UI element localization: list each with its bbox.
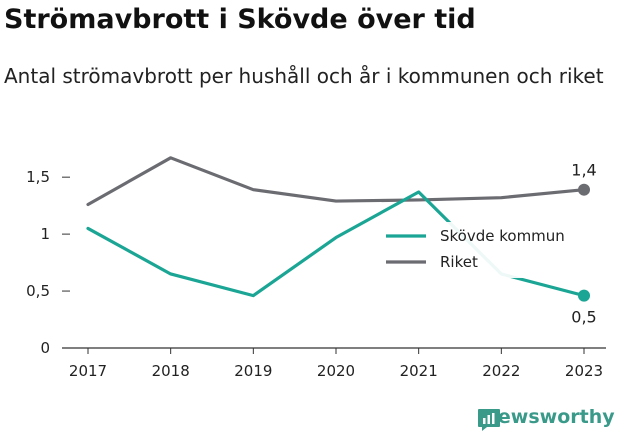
x-tick-label: 2018	[152, 362, 190, 380]
end-value-label: 1,4	[571, 161, 596, 180]
x-tick-label: 2017	[69, 362, 107, 380]
legend-label: Skövde kommun	[440, 227, 565, 245]
y-tick-label: 0	[40, 339, 50, 357]
x-tick-label: 2020	[317, 362, 355, 380]
chart-subtitle: Antal strömavbrott per hushåll och år i …	[4, 64, 604, 88]
x-tick-label: 2023	[565, 362, 603, 380]
x-tick-label: 2019	[234, 362, 272, 380]
y-tick-label: 1	[40, 225, 50, 243]
y-tick-label: 1,5	[26, 168, 50, 186]
legend-background	[378, 222, 594, 278]
newsworthy-logo-icon	[478, 409, 500, 431]
end-point-marker	[578, 289, 590, 302]
x-tick-label: 2021	[400, 362, 438, 380]
end-value-label: 0,5	[571, 308, 596, 327]
brand-logo[interactable]: Newsworthy	[476, 406, 615, 431]
y-tick-label: 0,5	[26, 282, 50, 300]
legend-label: Riket	[440, 253, 478, 271]
end-point-marker	[578, 183, 590, 196]
chart-title: Strömavbrott i Skövde över tid	[4, 4, 476, 35]
x-tick-label: 2022	[482, 362, 520, 380]
series-line-riket	[86, 156, 586, 207]
brand-name: Newsworthy	[482, 406, 615, 428]
